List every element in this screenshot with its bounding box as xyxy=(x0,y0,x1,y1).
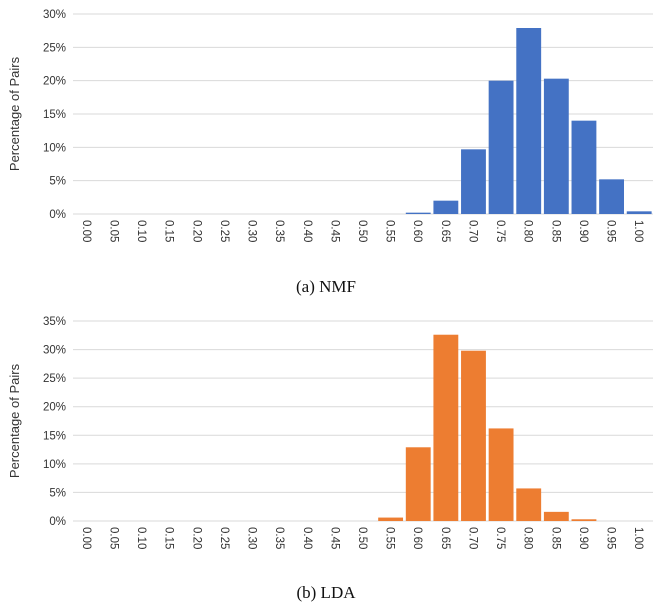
x-tick-label: 0.95 xyxy=(605,527,617,549)
x-tick-label: 0.55 xyxy=(384,527,396,549)
x-tick-label: 1.00 xyxy=(632,527,644,549)
x-tick-label: 0.95 xyxy=(605,220,617,242)
x-tick-label: 0.45 xyxy=(328,220,340,242)
y-tick-label: 10% xyxy=(43,459,66,471)
bar xyxy=(543,78,569,215)
x-tick-label: 0.10 xyxy=(135,527,147,549)
y-tick-label: 35% xyxy=(43,316,66,328)
bar xyxy=(571,120,597,214)
y-tick-label: 5% xyxy=(49,176,66,188)
x-tick-label: 0.15 xyxy=(163,220,175,242)
bar xyxy=(405,447,431,521)
x-tick-label: 0.20 xyxy=(190,527,202,549)
x-tick-label: 0.90 xyxy=(577,527,589,549)
bar xyxy=(433,200,459,214)
y-tick-label: 0% xyxy=(49,209,66,221)
x-tick-label: 0.35 xyxy=(273,220,285,242)
x-tick-label: 0.80 xyxy=(522,527,534,549)
x-tick-label: 0.65 xyxy=(439,527,451,549)
nmf-caption: (a) NMF xyxy=(296,277,356,296)
x-tick-label: 0.30 xyxy=(246,220,258,242)
x-tick-label: 0.60 xyxy=(411,527,423,549)
x-tick-label: 0.20 xyxy=(190,220,202,242)
bar xyxy=(488,428,514,521)
bar xyxy=(488,80,514,215)
y-tick-label: 15% xyxy=(43,430,66,442)
bar xyxy=(543,511,569,521)
bar xyxy=(599,179,624,214)
x-tick-label: 0.50 xyxy=(356,527,368,549)
bar xyxy=(378,517,404,521)
x-tick-label: 0.55 xyxy=(384,220,396,242)
x-tick-label: 0.25 xyxy=(218,220,230,242)
bar xyxy=(433,334,459,521)
bar xyxy=(626,211,652,214)
y-tick-label: 20% xyxy=(43,402,66,414)
y-tick-label: 5% xyxy=(49,487,66,499)
x-tick-label: 0.00 xyxy=(80,527,92,549)
x-tick-label: 0.75 xyxy=(494,527,506,549)
y-tick-label: 25% xyxy=(43,42,66,54)
y-tick-label: 30% xyxy=(43,9,66,21)
bar xyxy=(516,28,542,214)
x-tick-label: 0.90 xyxy=(577,220,589,242)
bar xyxy=(516,488,542,521)
x-tick-label: 0.85 xyxy=(549,527,561,549)
x-tick-label: 0.60 xyxy=(411,220,423,242)
x-tick-label: 0.70 xyxy=(466,220,478,242)
y-tick-label: 0% xyxy=(49,516,66,528)
x-tick-label: 0.50 xyxy=(356,220,368,242)
lda-caption: (b) LDA xyxy=(296,583,356,602)
y-tick-label: 10% xyxy=(43,142,66,154)
x-tick-label: 0.85 xyxy=(549,220,561,242)
x-tick-label: 0.00 xyxy=(80,220,92,242)
x-tick-label: 0.05 xyxy=(107,527,119,549)
y-tick-label: 20% xyxy=(43,76,66,88)
x-tick-label: 0.35 xyxy=(273,527,285,549)
x-tick-label: 0.70 xyxy=(466,527,478,549)
x-tick-label: 0.40 xyxy=(301,220,313,242)
bar xyxy=(571,519,597,521)
x-tick-label: 0.40 xyxy=(301,527,313,549)
x-tick-label: 0.25 xyxy=(218,527,230,549)
x-tick-label: 0.15 xyxy=(163,527,175,549)
y-tick-label: 15% xyxy=(43,109,66,121)
y-axis-label: Percentage of Pairs xyxy=(7,56,22,171)
x-tick-label: 0.05 xyxy=(107,220,119,242)
nmf-chart: 0% 5% 10% 15% 20% 25% 30% Percentage of Pairs 0.… xyxy=(7,9,653,242)
y-tick-label: 25% xyxy=(43,373,66,385)
x-tick-label: 0.80 xyxy=(522,220,534,242)
bar xyxy=(461,350,486,521)
y-tick-label: 30% xyxy=(43,345,66,357)
x-tick-label: 1.00 xyxy=(632,220,644,242)
x-tick-label: 0.65 xyxy=(439,220,451,242)
bar xyxy=(405,212,431,214)
y-axis-label: Percentage of Pairs xyxy=(7,363,22,478)
lda-chart: 0% 5% 10% 15% 20% 25% 30% 35% Percentage of Pair… xyxy=(7,316,653,549)
x-tick-label: 0.45 xyxy=(328,527,340,549)
bar xyxy=(461,149,486,214)
x-tick-label: 0.30 xyxy=(246,527,258,549)
x-tick-label: 0.10 xyxy=(135,220,147,242)
x-tick-label: 0.75 xyxy=(494,220,506,242)
